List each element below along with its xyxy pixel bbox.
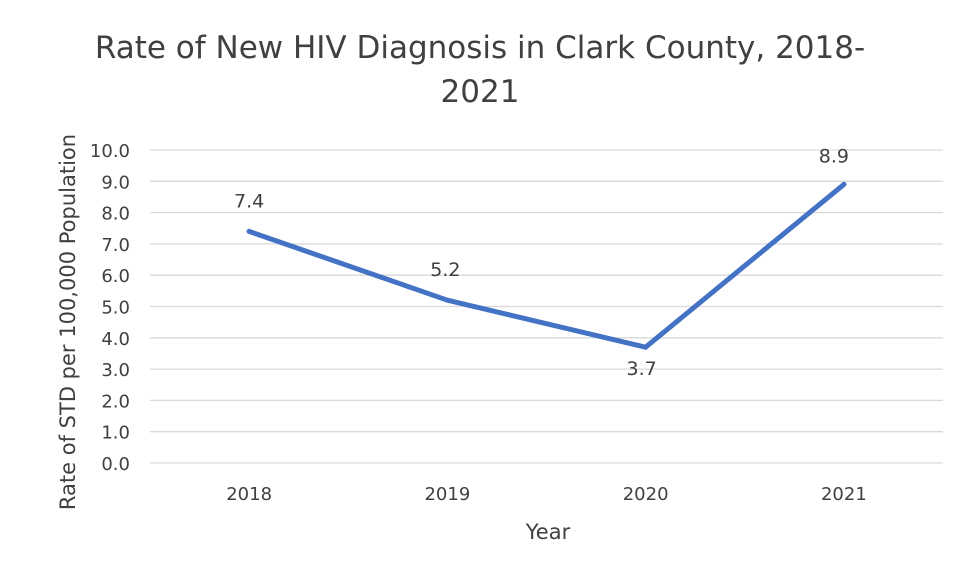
data-point: [246, 228, 252, 234]
y-tick-label: 3.0: [101, 360, 130, 381]
y-tick-label: 1.0: [101, 423, 130, 444]
data-label: 5.2: [430, 259, 460, 281]
data-labels: 7.4 5.2 3.7 8.9: [234, 145, 849, 380]
y-tick-label: 4.0: [101, 329, 130, 350]
data-point: [444, 297, 450, 303]
x-tick-labels: 2018 2019 2020 2021: [226, 484, 867, 505]
y-tick-label: 7.0: [101, 235, 130, 256]
data-points: [246, 181, 847, 350]
data-point: [643, 344, 649, 350]
y-tick-label: 6.0: [101, 266, 130, 287]
y-tick-label: 5.0: [101, 298, 130, 319]
y-tick-label: 2.0: [101, 391, 130, 412]
data-label: 7.4: [234, 190, 264, 212]
x-tick-label: 2021: [821, 484, 867, 505]
y-tick-label: 10.0: [90, 141, 130, 162]
series-line: [246, 181, 847, 350]
y-axis-label: Rate of STD per 100,000 Population: [56, 134, 80, 510]
data-label: 3.7: [627, 358, 657, 380]
chart-frame: [8, 6, 948, 564]
y-tick-label: 8.0: [101, 204, 130, 225]
x-tick-label: 2020: [623, 484, 669, 505]
data-point: [841, 181, 847, 187]
y-tick-labels: 0.0 1.0 2.0 3.0 4.0 5.0 6.0 7.0 8.0 9.0 10.0: [90, 141, 130, 475]
x-tick-label: 2018: [226, 484, 272, 505]
data-label: 8.9: [819, 145, 849, 167]
y-tick-label: 0.0: [101, 454, 130, 475]
chart-title: Rate of New HIV Diagnosis in Clark Count…: [94, 30, 866, 110]
y-tick-label: 9.0: [101, 172, 130, 193]
gridlines: [150, 149, 943, 464]
x-tick-label: 2019: [424, 484, 470, 505]
x-axis-label: Year: [525, 520, 571, 544]
